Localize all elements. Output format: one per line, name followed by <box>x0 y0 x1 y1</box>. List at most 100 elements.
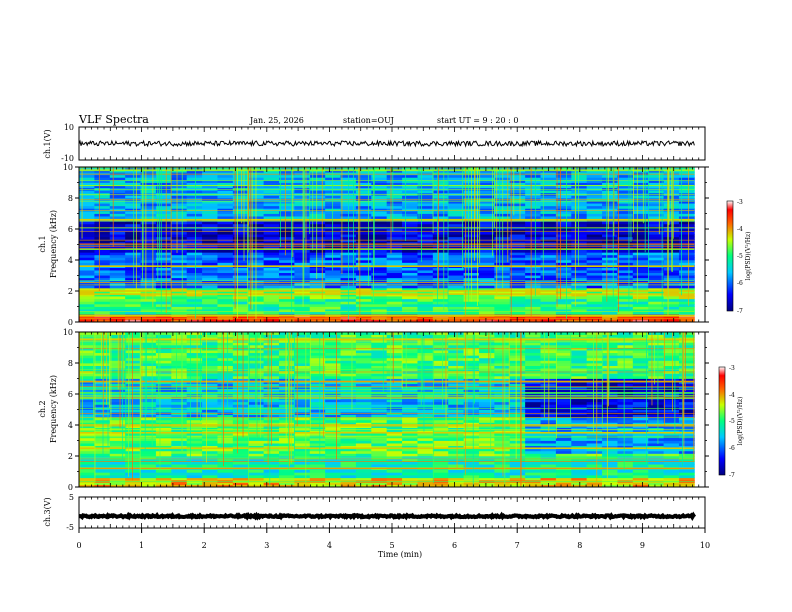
spectral-line <box>79 244 695 245</box>
spectrogram-cell <box>540 275 557 279</box>
spectrogram-cell <box>632 309 649 313</box>
spectrogram-cell <box>540 472 557 476</box>
spectrogram-cell <box>432 368 449 372</box>
spectrogram-cell <box>155 355 172 359</box>
spectrogram-cell <box>171 350 188 354</box>
spectrogram-cell <box>94 363 111 366</box>
spectrogram-cell <box>340 352 357 356</box>
spectrogram-cell <box>555 450 572 454</box>
sferic-streak <box>468 167 469 302</box>
spectrogram-cell <box>109 334 126 338</box>
sferic-streak <box>247 167 248 320</box>
spectrogram-cell <box>294 368 311 372</box>
spectrogram-cell <box>186 378 203 382</box>
spectrogram-cell <box>355 461 372 465</box>
spectrogram-cell <box>171 272 188 276</box>
spectral-line <box>79 180 695 182</box>
spectrogram-cell <box>448 259 464 263</box>
spectrogram-cell <box>171 234 188 238</box>
spectrogram-cell <box>355 448 372 452</box>
spectrogram-cell <box>586 401 603 405</box>
spectrogram-cell <box>94 267 111 271</box>
spectrogram-cell <box>586 301 603 305</box>
spectrogram-cell <box>94 249 111 253</box>
spectrogram-cell <box>278 203 295 207</box>
spectrogram-cell <box>355 167 372 170</box>
figure-date: Jan. 25, 2026 <box>249 116 304 125</box>
spectrogram-cell <box>309 319 326 323</box>
spectrogram-cell <box>494 290 511 294</box>
spectrogram-cell <box>186 277 203 281</box>
spectrogram-cell <box>355 192 372 196</box>
spectrogram-cell <box>355 472 372 476</box>
spectrogram-cell <box>186 296 203 300</box>
spectrogram-cell <box>402 259 418 263</box>
spectrogram-cell <box>94 280 111 284</box>
spectrogram-cell <box>448 275 464 279</box>
spectrogram-cell <box>155 244 172 248</box>
spectrogram-cell <box>186 205 203 209</box>
sferic-streak <box>462 167 463 269</box>
spectrogram-cell <box>140 414 157 418</box>
spectrogram-cell <box>525 414 541 418</box>
spectrogram-cell <box>217 440 234 444</box>
spectrogram-cell <box>678 482 695 486</box>
spectrogram-cell <box>371 427 388 431</box>
spectrogram-cell <box>140 223 157 227</box>
spectrogram-cell <box>509 216 526 220</box>
sferic-streak <box>358 167 360 271</box>
spectrogram-cell <box>309 270 326 274</box>
spectrogram-cell <box>448 254 464 258</box>
spectrogram-cell <box>355 272 372 276</box>
spectral-line <box>79 210 695 211</box>
spectrogram-cell <box>678 474 695 479</box>
spectrogram-cell <box>540 195 557 199</box>
spectrogram-cell <box>663 350 680 354</box>
spectrogram-cell <box>432 179 449 183</box>
spectrogram-cell <box>355 290 372 294</box>
spectrogram-cell <box>140 464 157 468</box>
spectrogram-cell <box>155 381 172 385</box>
spectrogram-cell <box>632 221 649 225</box>
ch1-spectrogram-ylabel-channel: ch.1 <box>38 235 47 252</box>
sferic-streak <box>165 167 167 314</box>
spectrogram-cell <box>432 469 449 473</box>
spectrogram-cell <box>155 309 172 313</box>
spectrogram-cell <box>171 280 188 284</box>
spectrogram-cell <box>171 216 188 220</box>
spectrogram-cell <box>632 419 649 423</box>
spectrogram-cell <box>109 182 126 186</box>
spectrogram-cell <box>602 469 618 473</box>
spectrogram-cell <box>125 210 141 214</box>
spectrogram-cell <box>648 350 664 354</box>
spectrogram-cell <box>217 298 234 302</box>
spectrogram-cell <box>355 200 372 204</box>
spectrogram-cell <box>79 270 95 274</box>
spectrogram-cell <box>478 401 495 405</box>
spectrogram-cell <box>540 399 557 403</box>
spectrogram-cell <box>494 461 511 465</box>
spectrogram-cell <box>325 419 341 423</box>
spectrogram-cell <box>402 303 418 307</box>
spectrogram-cell <box>540 344 557 348</box>
spectrogram-cell <box>586 342 603 346</box>
spectrogram-cell <box>571 480 588 483</box>
spectrogram-cell <box>448 430 464 434</box>
spectrogram-cell <box>94 482 111 486</box>
spectrogram-cell <box>478 453 495 457</box>
spectrogram-cell <box>448 360 464 364</box>
spectrogram-cell <box>263 296 280 300</box>
spectrogram-cell <box>663 474 680 479</box>
spectrogram-cell <box>171 427 188 431</box>
spectrogram-cell <box>525 244 541 248</box>
spectrogram-cell <box>171 172 188 176</box>
spectrogram-cell <box>602 448 618 452</box>
spectrogram-cell <box>432 378 449 382</box>
spectrogram-cell <box>648 229 664 232</box>
spectrogram-cell <box>494 337 511 341</box>
sferic-streak <box>373 167 374 303</box>
spectrogram-cell <box>109 437 126 441</box>
spectrogram-cell <box>94 185 111 189</box>
spectrogram-cell <box>571 339 588 343</box>
spectrogram-cell <box>509 244 526 248</box>
